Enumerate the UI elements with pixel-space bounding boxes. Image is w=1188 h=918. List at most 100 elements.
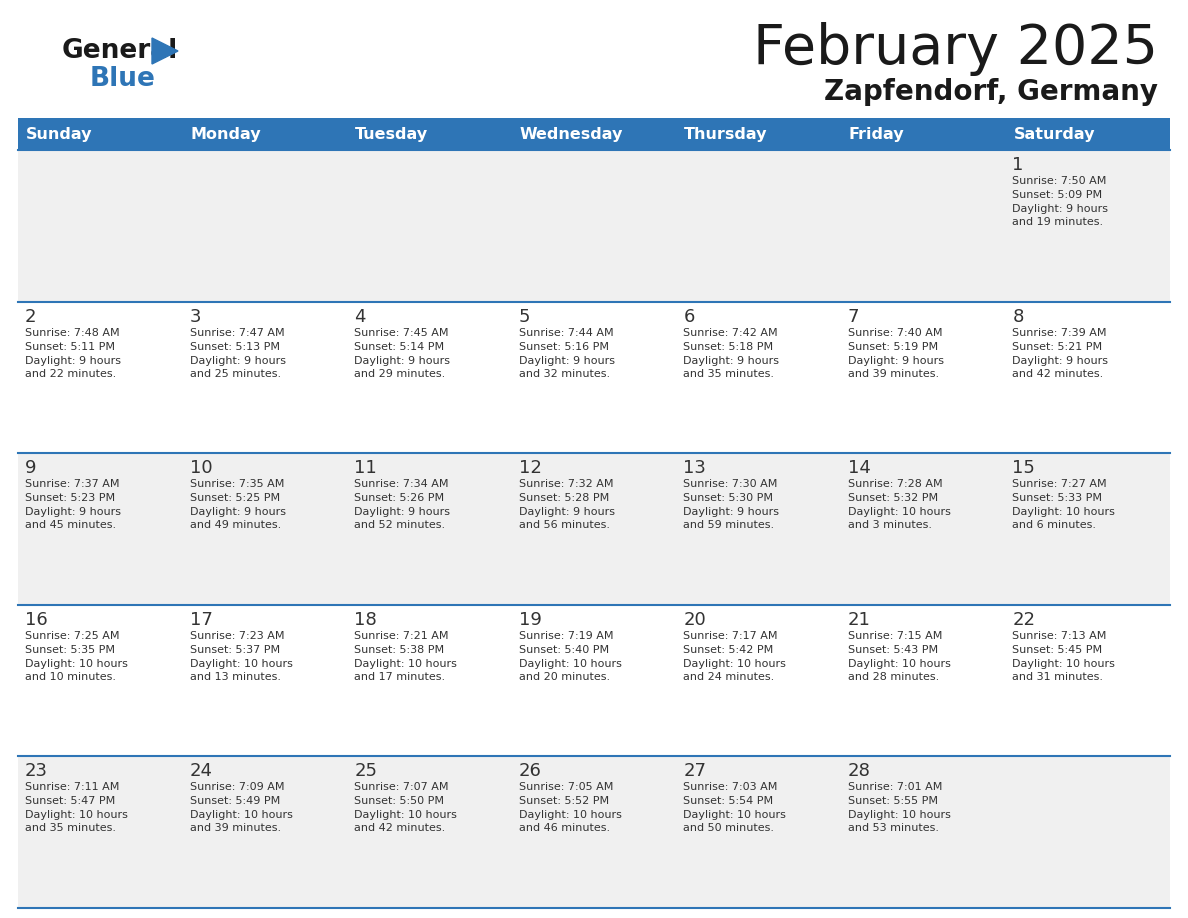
Text: Sunset: 5:21 PM: Sunset: 5:21 PM bbox=[1012, 341, 1102, 352]
Text: Sunrise: 7:48 AM: Sunrise: 7:48 AM bbox=[25, 328, 120, 338]
Text: Sunrise: 7:19 AM: Sunrise: 7:19 AM bbox=[519, 631, 613, 641]
Text: Sunset: 5:18 PM: Sunset: 5:18 PM bbox=[683, 341, 773, 352]
Text: Sunset: 5:28 PM: Sunset: 5:28 PM bbox=[519, 493, 609, 503]
Text: Sunrise: 7:09 AM: Sunrise: 7:09 AM bbox=[190, 782, 284, 792]
Text: 9: 9 bbox=[25, 459, 37, 477]
Text: Sunset: 5:16 PM: Sunset: 5:16 PM bbox=[519, 341, 608, 352]
Text: February 2025: February 2025 bbox=[753, 22, 1158, 76]
Text: Daylight: 9 hours: Daylight: 9 hours bbox=[683, 508, 779, 517]
Text: Thursday: Thursday bbox=[684, 127, 767, 141]
Text: Daylight: 9 hours: Daylight: 9 hours bbox=[190, 355, 285, 365]
Text: 21: 21 bbox=[848, 610, 871, 629]
Text: Daylight: 10 hours: Daylight: 10 hours bbox=[519, 811, 621, 821]
Text: and 56 minutes.: and 56 minutes. bbox=[519, 521, 609, 531]
Text: Daylight: 10 hours: Daylight: 10 hours bbox=[25, 811, 128, 821]
Text: 26: 26 bbox=[519, 763, 542, 780]
Text: Sunrise: 7:39 AM: Sunrise: 7:39 AM bbox=[1012, 328, 1107, 338]
Text: Sunset: 5:49 PM: Sunset: 5:49 PM bbox=[190, 797, 280, 806]
Text: Sunrise: 7:30 AM: Sunrise: 7:30 AM bbox=[683, 479, 778, 489]
Text: and 32 minutes.: and 32 minutes. bbox=[519, 369, 609, 378]
Text: and 42 minutes.: and 42 minutes. bbox=[354, 823, 446, 834]
Text: Sunset: 5:47 PM: Sunset: 5:47 PM bbox=[25, 797, 115, 806]
Text: 1: 1 bbox=[1012, 156, 1024, 174]
Text: Daylight: 9 hours: Daylight: 9 hours bbox=[848, 355, 943, 365]
Text: Daylight: 9 hours: Daylight: 9 hours bbox=[519, 508, 614, 517]
Text: and 39 minutes.: and 39 minutes. bbox=[848, 369, 939, 378]
Text: 28: 28 bbox=[848, 763, 871, 780]
Text: Sunrise: 7:35 AM: Sunrise: 7:35 AM bbox=[190, 479, 284, 489]
Text: Saturday: Saturday bbox=[1013, 127, 1095, 141]
Bar bbox=[18, 302, 1170, 453]
Text: Daylight: 10 hours: Daylight: 10 hours bbox=[683, 811, 786, 821]
Text: Sunset: 5:26 PM: Sunset: 5:26 PM bbox=[354, 493, 444, 503]
Text: Friday: Friday bbox=[849, 127, 904, 141]
Text: and 19 minutes.: and 19 minutes. bbox=[1012, 217, 1104, 227]
Text: Sunset: 5:11 PM: Sunset: 5:11 PM bbox=[25, 341, 115, 352]
Bar bbox=[18, 118, 1170, 150]
Text: Daylight: 9 hours: Daylight: 9 hours bbox=[354, 355, 450, 365]
Text: Daylight: 9 hours: Daylight: 9 hours bbox=[25, 508, 121, 517]
Text: Daylight: 10 hours: Daylight: 10 hours bbox=[25, 659, 128, 669]
Text: Sunset: 5:23 PM: Sunset: 5:23 PM bbox=[25, 493, 115, 503]
Text: Sunrise: 7:01 AM: Sunrise: 7:01 AM bbox=[848, 782, 942, 792]
Text: 2: 2 bbox=[25, 308, 37, 326]
Text: 14: 14 bbox=[848, 459, 871, 477]
Text: and 20 minutes.: and 20 minutes. bbox=[519, 672, 609, 682]
Polygon shape bbox=[152, 38, 178, 64]
Text: Sunset: 5:13 PM: Sunset: 5:13 PM bbox=[190, 341, 279, 352]
Text: and 29 minutes.: and 29 minutes. bbox=[354, 369, 446, 378]
Text: Sunrise: 7:34 AM: Sunrise: 7:34 AM bbox=[354, 479, 449, 489]
Text: 22: 22 bbox=[1012, 610, 1036, 629]
Text: Sunset: 5:37 PM: Sunset: 5:37 PM bbox=[190, 644, 279, 655]
Text: Daylight: 10 hours: Daylight: 10 hours bbox=[848, 811, 950, 821]
Text: 4: 4 bbox=[354, 308, 366, 326]
Text: and 17 minutes.: and 17 minutes. bbox=[354, 672, 446, 682]
Bar bbox=[18, 605, 1170, 756]
Text: Sunrise: 7:07 AM: Sunrise: 7:07 AM bbox=[354, 782, 449, 792]
Text: and 49 minutes.: and 49 minutes. bbox=[190, 521, 280, 531]
Text: 8: 8 bbox=[1012, 308, 1024, 326]
Text: and 35 minutes.: and 35 minutes. bbox=[25, 823, 116, 834]
Bar bbox=[18, 453, 1170, 605]
Bar bbox=[18, 150, 1170, 302]
Text: Monday: Monday bbox=[190, 127, 261, 141]
Text: Sunrise: 7:23 AM: Sunrise: 7:23 AM bbox=[190, 631, 284, 641]
Text: and 10 minutes.: and 10 minutes. bbox=[25, 672, 116, 682]
Text: Sunset: 5:09 PM: Sunset: 5:09 PM bbox=[1012, 190, 1102, 200]
Text: 13: 13 bbox=[683, 459, 706, 477]
Text: Sunset: 5:55 PM: Sunset: 5:55 PM bbox=[848, 797, 937, 806]
Text: Sunset: 5:33 PM: Sunset: 5:33 PM bbox=[1012, 493, 1102, 503]
Text: Sunrise: 7:27 AM: Sunrise: 7:27 AM bbox=[1012, 479, 1107, 489]
Text: Sunrise: 7:03 AM: Sunrise: 7:03 AM bbox=[683, 782, 778, 792]
Text: Daylight: 9 hours: Daylight: 9 hours bbox=[1012, 355, 1108, 365]
Text: General: General bbox=[62, 38, 178, 64]
Text: 7: 7 bbox=[848, 308, 859, 326]
Text: and 22 minutes.: and 22 minutes. bbox=[25, 369, 116, 378]
Text: Sunset: 5:45 PM: Sunset: 5:45 PM bbox=[1012, 644, 1102, 655]
Text: Daylight: 9 hours: Daylight: 9 hours bbox=[354, 508, 450, 517]
Text: and 53 minutes.: and 53 minutes. bbox=[848, 823, 939, 834]
Text: Daylight: 9 hours: Daylight: 9 hours bbox=[1012, 204, 1108, 214]
Text: Sunset: 5:43 PM: Sunset: 5:43 PM bbox=[848, 644, 939, 655]
Text: and 35 minutes.: and 35 minutes. bbox=[683, 369, 775, 378]
Text: and 3 minutes.: and 3 minutes. bbox=[848, 521, 931, 531]
Text: Daylight: 9 hours: Daylight: 9 hours bbox=[25, 355, 121, 365]
Text: 16: 16 bbox=[25, 610, 48, 629]
Text: 6: 6 bbox=[683, 308, 695, 326]
Text: Sunrise: 7:37 AM: Sunrise: 7:37 AM bbox=[25, 479, 120, 489]
Bar bbox=[18, 756, 1170, 908]
Text: Daylight: 10 hours: Daylight: 10 hours bbox=[354, 659, 457, 669]
Text: Daylight: 10 hours: Daylight: 10 hours bbox=[848, 659, 950, 669]
Text: Sunday: Sunday bbox=[26, 127, 93, 141]
Text: and 46 minutes.: and 46 minutes. bbox=[519, 823, 609, 834]
Text: Sunrise: 7:47 AM: Sunrise: 7:47 AM bbox=[190, 328, 284, 338]
Text: Sunset: 5:38 PM: Sunset: 5:38 PM bbox=[354, 644, 444, 655]
Text: Sunrise: 7:32 AM: Sunrise: 7:32 AM bbox=[519, 479, 613, 489]
Text: 27: 27 bbox=[683, 763, 707, 780]
Text: Daylight: 9 hours: Daylight: 9 hours bbox=[683, 355, 779, 365]
Text: Daylight: 10 hours: Daylight: 10 hours bbox=[1012, 508, 1116, 517]
Text: and 39 minutes.: and 39 minutes. bbox=[190, 823, 280, 834]
Text: Sunset: 5:25 PM: Sunset: 5:25 PM bbox=[190, 493, 279, 503]
Text: Daylight: 10 hours: Daylight: 10 hours bbox=[190, 811, 292, 821]
Text: Sunset: 5:32 PM: Sunset: 5:32 PM bbox=[848, 493, 939, 503]
